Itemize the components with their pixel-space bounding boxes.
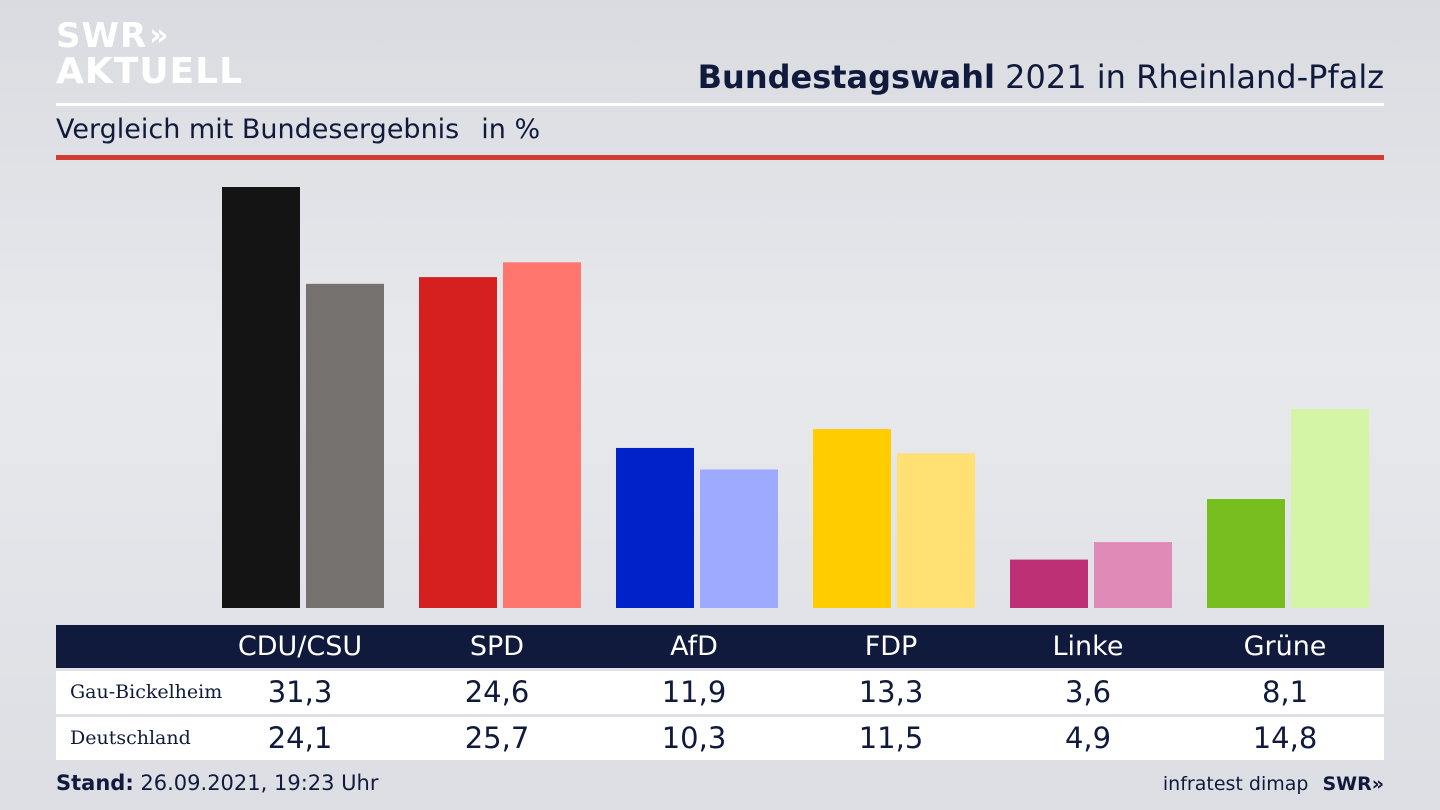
value-gau-linke: 3,6 xyxy=(1064,675,1112,709)
subtitle-text: Vergleich mit Bundesergebnis xyxy=(56,114,460,145)
bar-fdp-deutschland xyxy=(897,453,975,608)
value-de-afd: 10,3 xyxy=(661,721,727,755)
timestamp-value: 26.09.2021, 19:23 Uhr xyxy=(133,771,379,795)
logo-aktuell-text: AKTUELL xyxy=(56,51,244,92)
bar-cdu-csu-deutschland xyxy=(306,283,384,608)
chart-subtitle: Vergleich mit Bundesergebnis in % xyxy=(56,114,540,145)
logo-swr-text: SWR xyxy=(56,16,148,56)
value-gau-fdp: 13,3 xyxy=(858,675,924,709)
chart-title-bold: Bundestagswahl xyxy=(697,58,995,96)
value-de-linke: 4,9 xyxy=(1064,721,1112,755)
source-credit: infratest dimap SWR» xyxy=(1163,773,1384,795)
bar-linke-deutschland xyxy=(1094,542,1172,608)
table-row-deutschland: Deutschland 24,1 25,7 10,3 11,5 4,9 14,8 xyxy=(56,717,1384,760)
swr-aktuell-logo: SWR» AKTUELL xyxy=(56,18,243,90)
header-afd: AfD xyxy=(670,631,718,662)
value-de-cdu-csu: 24,1 xyxy=(267,721,333,755)
header-cdu-csu: CDU/CSU xyxy=(237,631,363,662)
value-gau-spd: 24,6 xyxy=(464,675,530,709)
header-spd: SPD xyxy=(469,631,525,662)
value-gau-afd: 11,9 xyxy=(661,675,727,709)
table-row-gau-bickelheim: Gau-Bickelheim 31,3 24,6 11,9 13,3 3,6 8… xyxy=(56,671,1384,714)
bar-linke-gau-bickelheim xyxy=(1010,559,1088,608)
bar-spd-deutschland xyxy=(503,262,581,608)
value-de-gruene: 14,8 xyxy=(1252,721,1318,755)
bar-afd-gau-bickelheim xyxy=(616,447,694,608)
subtitle-unit: in % xyxy=(481,114,541,145)
chart-title: Bundestagswahl 2021 in Rheinland-Pfalz xyxy=(698,58,1384,96)
timestamp: Stand: 26.09.2021, 19:23 Uhr xyxy=(56,771,379,795)
bar-gr-ne-gau-bickelheim xyxy=(1207,499,1285,608)
chart-title-rest: 2021 in Rheinland-Pfalz xyxy=(995,58,1384,96)
bar-gr-ne-deutschland xyxy=(1291,408,1369,608)
table-header-row: CDU/CSU SPD AfD FDP Linke Grüne xyxy=(56,625,1384,668)
swr-small-logo: SWR» xyxy=(1322,773,1384,795)
row-label-deutschland: Deutschland xyxy=(70,727,191,749)
header-fdp: FDP xyxy=(864,631,918,662)
value-de-fdp: 11,5 xyxy=(858,721,924,755)
title-divider xyxy=(56,103,1384,106)
source-text: infratest dimap xyxy=(1162,773,1309,795)
row-label-gau-bickelheim: Gau-Bickelheim xyxy=(70,681,223,703)
bar-fdp-gau-bickelheim xyxy=(813,429,891,608)
timestamp-label: Stand: xyxy=(56,771,134,795)
value-de-spd: 25,7 xyxy=(464,721,530,755)
accent-divider xyxy=(56,155,1384,160)
header-linke: Linke xyxy=(1052,631,1124,662)
bar-afd-deutschland xyxy=(700,469,778,608)
bar-spd-gau-bickelheim xyxy=(419,277,497,608)
value-gau-cdu-csu: 31,3 xyxy=(267,675,333,709)
bar-cdu-csu-gau-bickelheim xyxy=(222,187,300,608)
results-table: CDU/CSU SPD AfD FDP Linke Grüne Gau-Bick… xyxy=(56,625,1384,760)
value-gau-gruene: 8,1 xyxy=(1261,675,1309,709)
header-gruene: Grüne xyxy=(1243,631,1327,662)
